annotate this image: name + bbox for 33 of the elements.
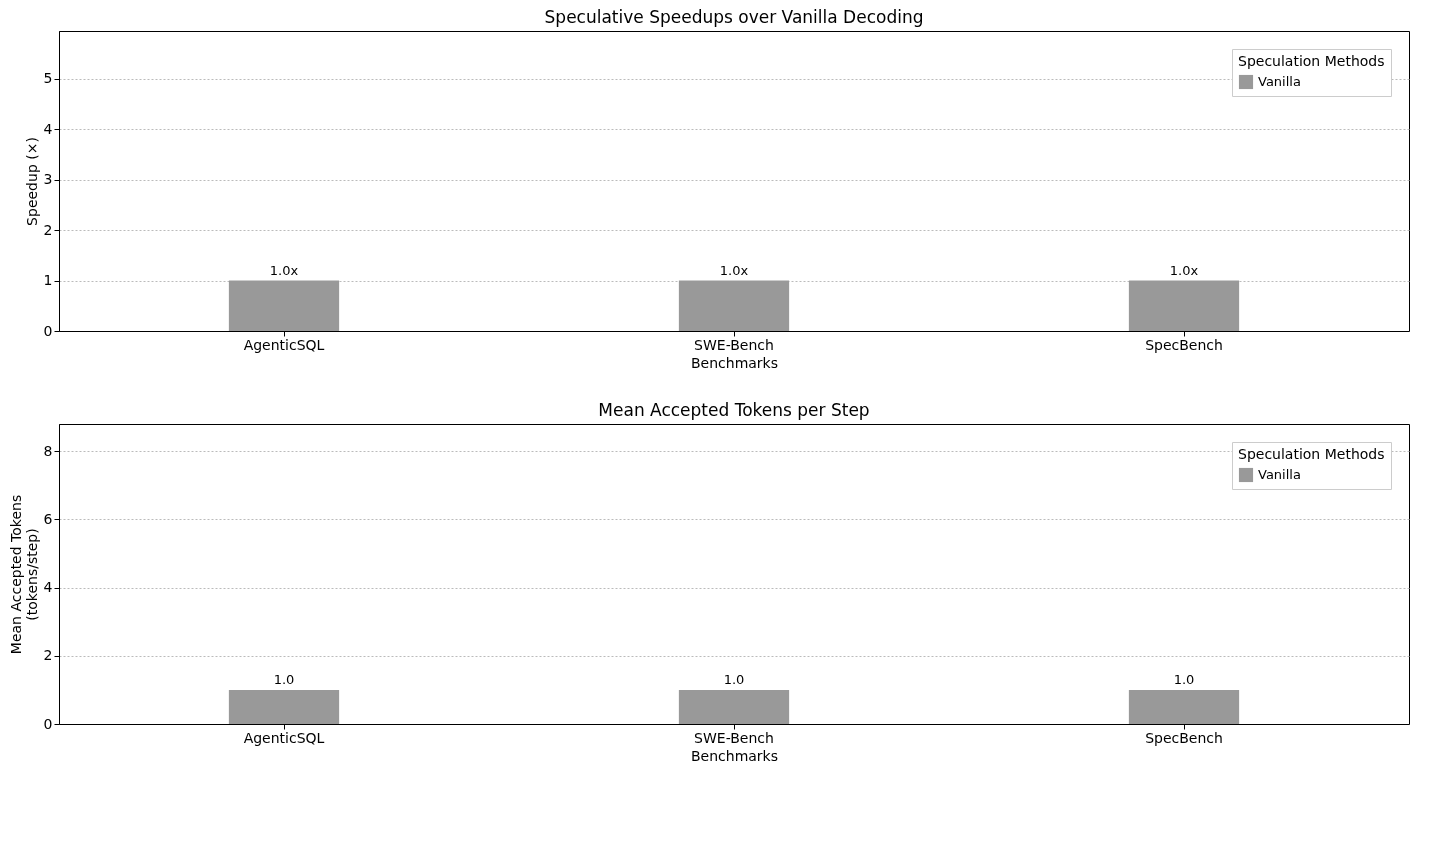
x-axis-title: Benchmarks: [690, 354, 779, 371]
legend-title: Speculation Methods: [1238, 53, 1385, 69]
x-tick-label: SpecBench: [1145, 729, 1223, 746]
data-label: 1.0x: [269, 262, 299, 278]
y-axis-title: Mean Accepted Tokens (tokens/step): [7, 494, 40, 655]
y-tick-label: 1: [43, 272, 53, 289]
y-tick-label: 8: [43, 442, 53, 459]
y-tick-label: 2: [43, 647, 53, 664]
chart-title: Speculative Speedups over Vanilla Decoding: [544, 7, 924, 27]
x-tick-label: SWE-Bench: [694, 336, 774, 353]
legend-label: Vanilla: [1258, 74, 1301, 89]
y-tick-label: 0: [43, 322, 53, 339]
y-axis-title: Speedup (×): [23, 137, 40, 226]
y-tick-label: 4: [43, 120, 53, 137]
y-tick-label: 5: [43, 70, 53, 87]
x-tick-label: AgenticSQL: [243, 729, 325, 746]
x-tick-label: AgenticSQL: [243, 336, 325, 353]
y-tick-label: 4: [43, 579, 53, 596]
chart-title: Mean Accepted Tokens per Step: [598, 400, 870, 420]
data-label: 1.0: [723, 671, 745, 687]
data-label: 1.0x: [719, 262, 749, 278]
x-tick-label: SWE-Bench: [694, 729, 774, 746]
data-label: 1.0: [1173, 671, 1195, 687]
data-label: 1.0: [273, 671, 295, 687]
legend-label: Vanilla: [1258, 467, 1301, 482]
x-axis-title: Benchmarks: [690, 747, 779, 764]
y-tick-label: 2: [43, 221, 53, 238]
legend-title: Speculation Methods: [1238, 446, 1385, 462]
y-tick-label: 0: [43, 715, 53, 732]
y-tick-label: 3: [43, 171, 53, 188]
data-label: 1.0x: [1169, 262, 1199, 278]
y-tick-label: 6: [43, 510, 53, 527]
x-tick-label: SpecBench: [1145, 336, 1223, 353]
